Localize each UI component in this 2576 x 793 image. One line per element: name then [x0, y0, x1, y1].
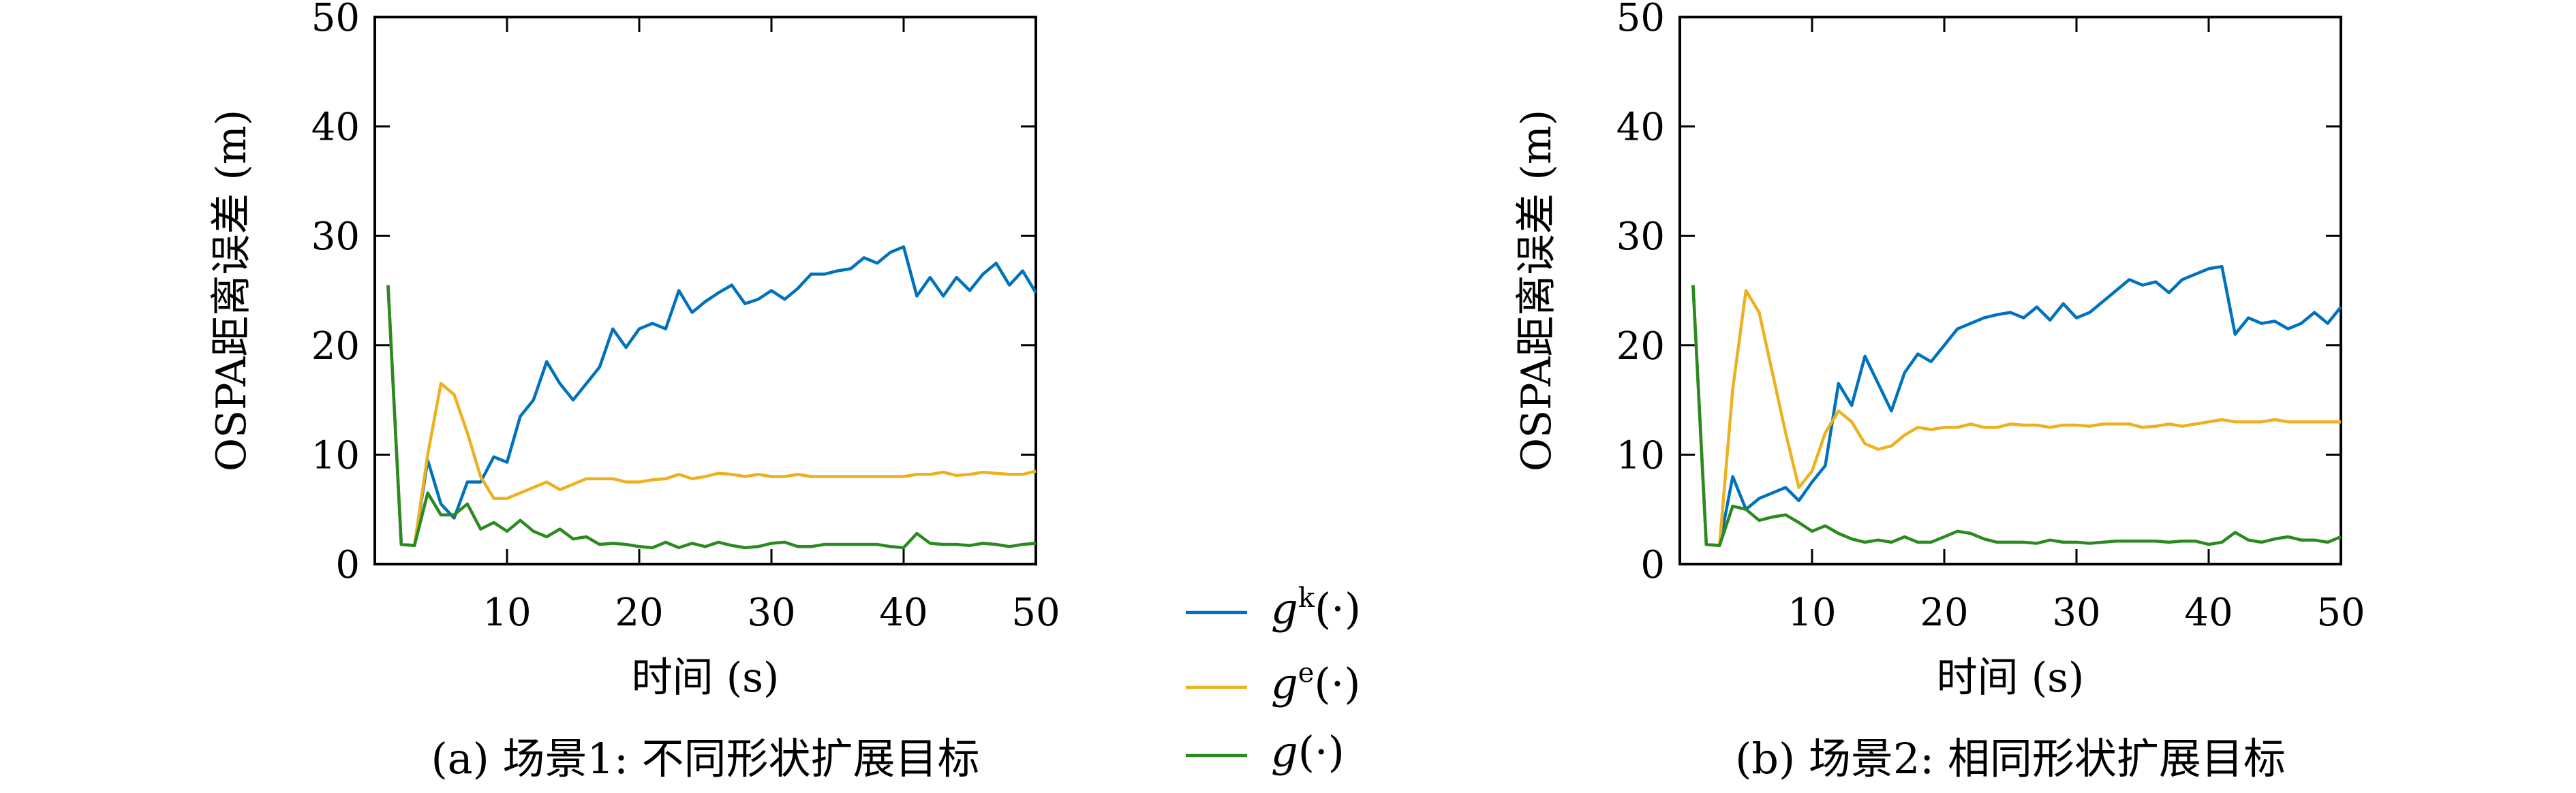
legend-base: g: [1271, 584, 1298, 634]
panel-a: 0 10 20 30 40 50 10 20 30 40 50 时间 (s) OSPA距离误差 (m) (…: [208, 0, 1060, 783]
y-tick-label: 30: [311, 215, 360, 259]
x-tick-label: 30: [747, 591, 795, 635]
y-tick-label: 30: [1616, 215, 1665, 259]
x-tick-label: 20: [615, 591, 663, 635]
y-tick-label: 50: [1616, 0, 1665, 40]
panel-caption: (a) 场景1: 不同形状扩展目标: [431, 734, 979, 783]
y-tick-label: 50: [311, 0, 360, 40]
series-line-g: [1691, 285, 2342, 547]
y-tick-label: 20: [311, 324, 360, 369]
y-tick-label: 20: [1616, 324, 1665, 369]
y-axis-label: OSPA距离误差 (m): [1513, 110, 1561, 471]
legend-args: (·): [1298, 727, 1345, 777]
series-line-g: [386, 285, 1037, 550]
x-tick-label: 30: [2052, 591, 2100, 635]
legend-args: (·): [1314, 659, 1360, 709]
legend-entry: ge(·): [1271, 657, 1360, 709]
x-axis-label: 时间 (s): [1937, 654, 2085, 702]
y-axis-label: OSPA距离误差 (m): [208, 110, 256, 471]
x-tick-label: 10: [482, 591, 531, 635]
y-tick-label: 10: [311, 433, 360, 478]
x-tick-label: 10: [1788, 591, 1836, 635]
series-line-gk: [1691, 264, 2342, 547]
y-tick-label: 40: [1616, 106, 1665, 150]
legend: gk(·)ge(·)g(·): [1186, 582, 1361, 777]
y-tick-label: 0: [335, 543, 360, 587]
y-tick-label: 40: [311, 106, 360, 150]
series-line-ge: [1691, 285, 2341, 547]
panel-b: 0 10 20 30 40 50 10 20 30 40 50 时间 (s) OSPA距离误差 (m) (…: [1513, 0, 2365, 783]
series-line-ge: [386, 285, 1037, 547]
plot-frame: [1678, 16, 2342, 565]
legend-base: g: [1271, 727, 1298, 777]
legend-base: g: [1271, 659, 1298, 709]
x-tick-label: 40: [2184, 591, 2233, 635]
x-tick-label: 20: [1920, 591, 1968, 635]
y-tick-label: 10: [1616, 433, 1665, 478]
panel-caption: (b) 场景2: 相同形状扩展目标: [1735, 734, 2286, 783]
x-tick-label: 40: [879, 591, 927, 635]
legend-entry: g(·): [1271, 727, 1345, 777]
legend-sup: k: [1298, 582, 1315, 614]
x-tick-label: 50: [2316, 591, 2365, 635]
legend-entry: gk(·): [1271, 582, 1361, 634]
legend-sup: e: [1298, 657, 1315, 689]
series-line-gk: [386, 245, 1037, 547]
x-tick-label: 50: [1011, 591, 1060, 635]
y-tick-label: 0: [1640, 543, 1665, 587]
x-axis-label: 时间 (s): [632, 654, 780, 702]
legend-args: (·): [1315, 584, 1361, 634]
